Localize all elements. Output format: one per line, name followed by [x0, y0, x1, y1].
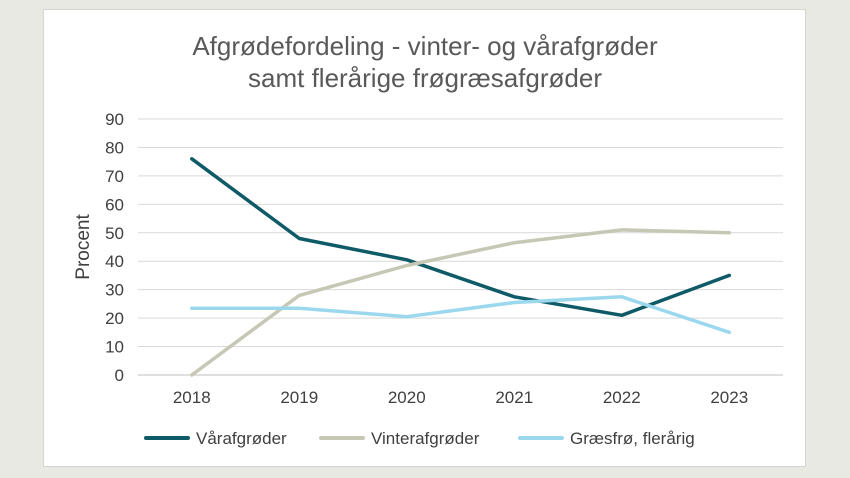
x-tick-label: 2021 — [495, 388, 533, 407]
y-tick-label: 30 — [105, 281, 124, 300]
legend: Vårafgrøder Vinterafgrøder Græsfrø, flerår… — [144, 429, 695, 448]
chart-title-line-2: samt flerårige frøgræsafgrøder — [248, 63, 602, 93]
chart-card — [43, 9, 806, 467]
y-tick-label: 50 — [105, 224, 124, 243]
series-line-2 — [190, 228, 732, 377]
y-tick-label: 20 — [105, 309, 124, 328]
x-tick-label: 2023 — [710, 388, 748, 407]
x-tick-label: 2018 — [173, 388, 211, 407]
y-tick-label: 0 — [115, 366, 124, 385]
y-tick-label: 90 — [105, 110, 124, 129]
y-tick-label: 40 — [105, 252, 124, 271]
y-tick-label: 70 — [105, 167, 124, 186]
y-axis-ticks: 0 10 20 30 40 50 60 70 80 90 — [105, 110, 124, 385]
y-axis-title: Procent — [73, 214, 94, 280]
series-lines — [190, 157, 732, 377]
series-line-1 — [190, 157, 732, 318]
x-axis-ticks: 2018 2019 2020 2021 2022 2023 — [173, 388, 748, 407]
x-tick-label: 2019 — [280, 388, 318, 407]
y-tick-label: 60 — [105, 195, 124, 214]
series-line-3 — [190, 295, 732, 335]
x-tick-label: 2020 — [388, 388, 426, 407]
y-tick-label: 80 — [105, 138, 124, 157]
legend-label-2: Vinterafgrøder — [371, 429, 480, 448]
chart-title-line-1: Afgrødefordeling - vinter- og vårafgrøde… — [192, 31, 658, 61]
legend-label-1: Vårafgrøder — [196, 429, 287, 448]
legend-label-3: Græsfrø, flerårig — [570, 429, 695, 448]
x-tick-label: 2022 — [603, 388, 641, 407]
gridlines — [138, 118, 783, 376]
y-tick-label: 10 — [105, 338, 124, 357]
